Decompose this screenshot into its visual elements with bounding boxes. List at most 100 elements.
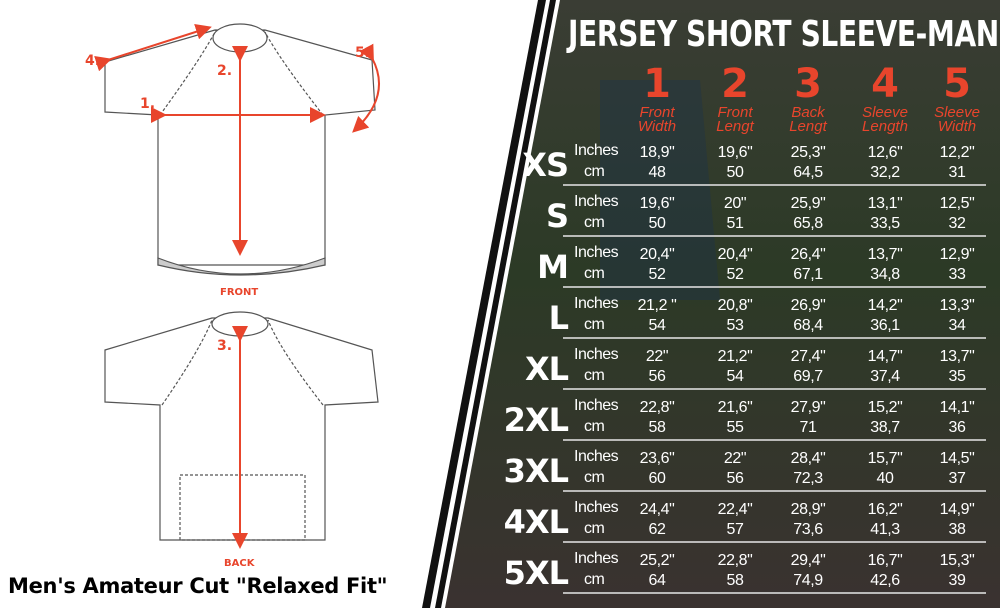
value-cm: 58 [648, 419, 666, 436]
value-inches: 22,4" [717, 501, 753, 518]
value-inches: 20,4" [639, 246, 675, 263]
column-label: Front Width [622, 105, 692, 135]
value-cm: 40 [876, 470, 894, 487]
value-cm: 60 [648, 470, 666, 487]
value-cm: 73,6 [793, 521, 823, 538]
row-divider [563, 592, 986, 594]
marker-5: 5. [355, 45, 370, 61]
value-inches: 23,6" [639, 450, 675, 467]
value-inches: 14,5" [939, 450, 975, 467]
column-label-word: Width [937, 118, 977, 135]
unit-cm: cm [584, 469, 605, 486]
value-cm: 36 [948, 419, 966, 436]
unit-inches: Inches [574, 499, 619, 516]
size-label: 4XL [503, 503, 569, 541]
value-inches: 14,9" [939, 501, 975, 518]
back-label: BACK [224, 558, 256, 569]
size-label: XL [524, 350, 569, 388]
value-cm: 38,7 [870, 419, 900, 436]
value-cm: 52 [726, 266, 744, 283]
value-inches: 19,6" [639, 195, 675, 212]
measure-arrows [94, 24, 380, 549]
value-cm: 57 [726, 521, 744, 538]
unit-cm: cm [584, 163, 605, 180]
value-cm: 56 [648, 368, 666, 385]
value-cm: 67,1 [793, 266, 823, 283]
value-inches: 24,4" [639, 501, 675, 518]
row-divider [563, 439, 986, 441]
value-cm: 37 [948, 470, 966, 487]
value-inches: 14,1" [939, 399, 975, 416]
value-cm: 62 [648, 521, 666, 538]
value-inches: 21,2" [717, 348, 753, 365]
column-label: Sleeve Length [850, 105, 920, 134]
column-label-word: Front [717, 104, 753, 121]
value-inches: 20,8" [717, 297, 753, 314]
row-divider [563, 541, 986, 543]
front-label: FRONT [220, 287, 258, 298]
column-number: 2 [721, 61, 749, 107]
value-cm: 32 [948, 215, 966, 232]
column-label-word: Back [791, 104, 825, 121]
value-inches: 16,7" [867, 552, 903, 569]
value-inches: 12,5" [939, 195, 975, 212]
value-cm: 50 [648, 215, 666, 232]
stripe [435, 0, 556, 608]
value-cm: 33 [948, 266, 966, 283]
unit-cm: cm [584, 214, 605, 231]
value-inches: 13,1" [867, 195, 903, 212]
value-inches: 28,9" [790, 501, 826, 518]
unit-inches: Inches [574, 397, 619, 414]
value-cm: 50 [726, 164, 744, 181]
column-label: Back Lengt [773, 104, 843, 134]
value-inches: 18,9" [639, 144, 675, 161]
value-cm: 69,7 [793, 368, 823, 385]
column-number: 1 [643, 61, 671, 107]
value-cm: 42,6 [870, 572, 900, 589]
unit-inches: Inches [574, 448, 619, 465]
photo-shading [600, 80, 720, 300]
value-inches: 29,4" [790, 552, 826, 569]
marker-1: 1. [140, 96, 155, 112]
value-cm: 35 [948, 368, 966, 385]
row-divider [563, 337, 986, 339]
value-cm: 37,4 [870, 368, 900, 385]
column-label-word: Width [637, 118, 677, 135]
size-label: XS [522, 146, 569, 184]
value-cm: 56 [726, 470, 744, 487]
column-label-word: Sleeve [934, 104, 980, 121]
value-inches: 13,3" [939, 297, 975, 314]
unit-cm: cm [584, 316, 605, 333]
value-cm: 36,1 [870, 317, 900, 334]
value-inches: 20" [723, 195, 747, 212]
column-number: 3 [794, 61, 822, 107]
unit-cm: cm [584, 418, 605, 435]
value-cm: 48 [648, 164, 666, 181]
unit-inches: Inches [574, 142, 619, 159]
row-divider [563, 388, 986, 390]
value-inches: 14,7" [867, 348, 903, 365]
size-label: 5XL [503, 554, 569, 592]
value-inches: 13,7" [867, 246, 903, 263]
value-inches: 14,2" [867, 297, 903, 314]
value-inches: 19,6" [717, 144, 753, 161]
row-divider [563, 286, 986, 288]
value-inches: 12,9" [939, 246, 975, 263]
value-cm: 53 [726, 317, 744, 334]
column-label: Front Lengt [700, 104, 770, 134]
value-cm: 31 [948, 164, 966, 181]
size-label: 3XL [503, 452, 569, 490]
value-inches: 26,4" [790, 246, 826, 263]
unit-inches: Inches [574, 346, 619, 363]
value-cm: 68,4 [793, 317, 823, 334]
value-cm: 55 [726, 419, 744, 436]
value-cm: 54 [726, 368, 744, 385]
size-label: 2XL [503, 401, 569, 439]
value-cm: 58 [726, 572, 744, 589]
photo-panel [445, 0, 1000, 608]
marker-2: 2. [217, 63, 232, 79]
column-label: Sleeve Width [922, 104, 992, 135]
value-inches: 15,3" [939, 552, 975, 569]
value-cm: 64 [648, 572, 666, 589]
